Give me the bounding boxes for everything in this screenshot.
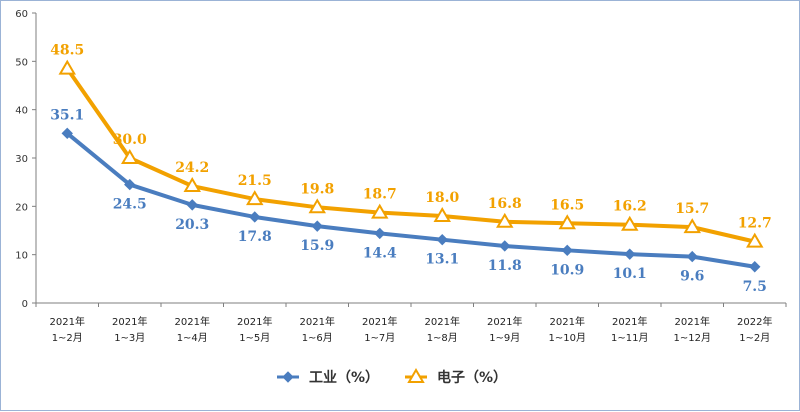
y-tick-label: 40: [15, 106, 28, 117]
data-point-triangle: [433, 207, 451, 222]
x-tick-label: 1~6月: [302, 332, 333, 344]
legend-label: 工业（%）: [309, 370, 379, 386]
x-tick-label: 1~3月: [114, 332, 145, 344]
data-point-diamond: [686, 250, 698, 263]
data-point-diamond: [249, 211, 261, 223]
data-label: 19.8: [300, 181, 334, 197]
data-label: 10.9: [550, 262, 584, 278]
data-point-diamond: [374, 227, 386, 240]
y-tick-label: 10: [15, 251, 28, 262]
data-point-triangle: [371, 203, 389, 219]
data-label: 17.8: [238, 229, 272, 245]
data-point-diamond: [311, 220, 323, 232]
legend-label: 电子（%）: [437, 369, 507, 386]
data-point-triangle: [683, 218, 701, 234]
data-label: 30.0: [113, 132, 147, 148]
data-label: 16.2: [613, 199, 647, 215]
data-point-diamond: [561, 244, 573, 257]
data-label: 18.7: [363, 187, 397, 203]
data-label: 13.1: [425, 252, 459, 268]
x-tick-label: 1~11月: [611, 332, 648, 344]
data-label: 35.1: [50, 107, 84, 123]
x-tick-label: 1~2月: [739, 332, 770, 344]
x-tick-label: 1~10月: [549, 332, 586, 344]
data-point-diamond: [186, 199, 198, 211]
data-point-diamond: [749, 261, 761, 273]
y-tick-label: 20: [15, 202, 28, 213]
series-line: [65, 66, 757, 244]
x-tick-label: 2021年: [675, 315, 710, 328]
legend-marker-triangle: [407, 368, 425, 383]
data-label: 16.5: [550, 197, 584, 213]
x-tick-label: 1~4月: [177, 332, 208, 344]
x-tick-label: 2021年: [425, 315, 460, 328]
data-label: 21.5: [238, 173, 272, 189]
data-point-triangle: [308, 198, 326, 214]
x-tick-label: 2021年: [487, 315, 522, 328]
data-point-diamond: [624, 248, 636, 260]
x-tick-label: 1~2月: [52, 332, 83, 344]
data-label: 18.0: [425, 190, 459, 206]
x-tick-label: 2022年: [737, 315, 772, 328]
data-label: 9.6: [680, 269, 704, 285]
x-tick-label: 2021年: [50, 315, 85, 328]
data-label: 48.5: [50, 43, 84, 59]
data-label: 24.2: [175, 160, 209, 176]
x-tick-label: 1~8月: [427, 332, 458, 344]
data-label: 7.5: [743, 279, 767, 295]
x-tick-label: 2021年: [550, 315, 585, 328]
y-tick-label: 50: [15, 57, 28, 68]
y-tick-label: 60: [15, 9, 28, 20]
x-tick-label: 1~7月: [364, 332, 395, 344]
series-line: [65, 131, 757, 269]
data-point-triangle: [121, 149, 139, 164]
data-point-diamond: [61, 127, 73, 140]
data-label: 11.8: [488, 258, 522, 274]
data-point-triangle: [746, 232, 764, 248]
data-point-diamond: [436, 233, 448, 246]
x-tick-label: 2021年: [612, 315, 647, 328]
x-tick-label: 2021年: [112, 315, 147, 328]
data-point-triangle: [558, 214, 576, 230]
data-label: 10.1: [613, 266, 647, 282]
data-label: 15.7: [675, 201, 709, 217]
x-tick-label: 2021年: [237, 315, 272, 328]
data-point-diamond: [499, 240, 511, 252]
data-point-triangle: [621, 215, 639, 231]
x-tick-label: 2021年: [175, 315, 210, 328]
x-tick-label: 1~5月: [239, 332, 270, 344]
x-tick-label: 2021年: [300, 315, 335, 328]
x-tick-label: 1~12月: [674, 332, 711, 344]
data-point-triangle: [496, 212, 514, 228]
y-tick-label: 30: [15, 154, 28, 165]
x-tick-label: 2021年: [362, 315, 397, 328]
data-label: 12.7: [738, 216, 772, 232]
x-tick-label: 1~9月: [489, 332, 520, 344]
data-label: 14.4: [363, 245, 397, 261]
y-tick-label: 0: [22, 299, 28, 310]
data-point-triangle: [58, 59, 76, 75]
data-label: 20.3: [175, 217, 209, 233]
data-label: 16.8: [488, 196, 522, 212]
legend-marker-diamond: [282, 371, 294, 383]
data-point-diamond: [124, 178, 136, 191]
data-label: 15.9: [300, 238, 334, 254]
data-point-triangle: [183, 177, 201, 193]
data-label: 24.5: [113, 197, 147, 213]
data-point-triangle: [246, 190, 264, 206]
